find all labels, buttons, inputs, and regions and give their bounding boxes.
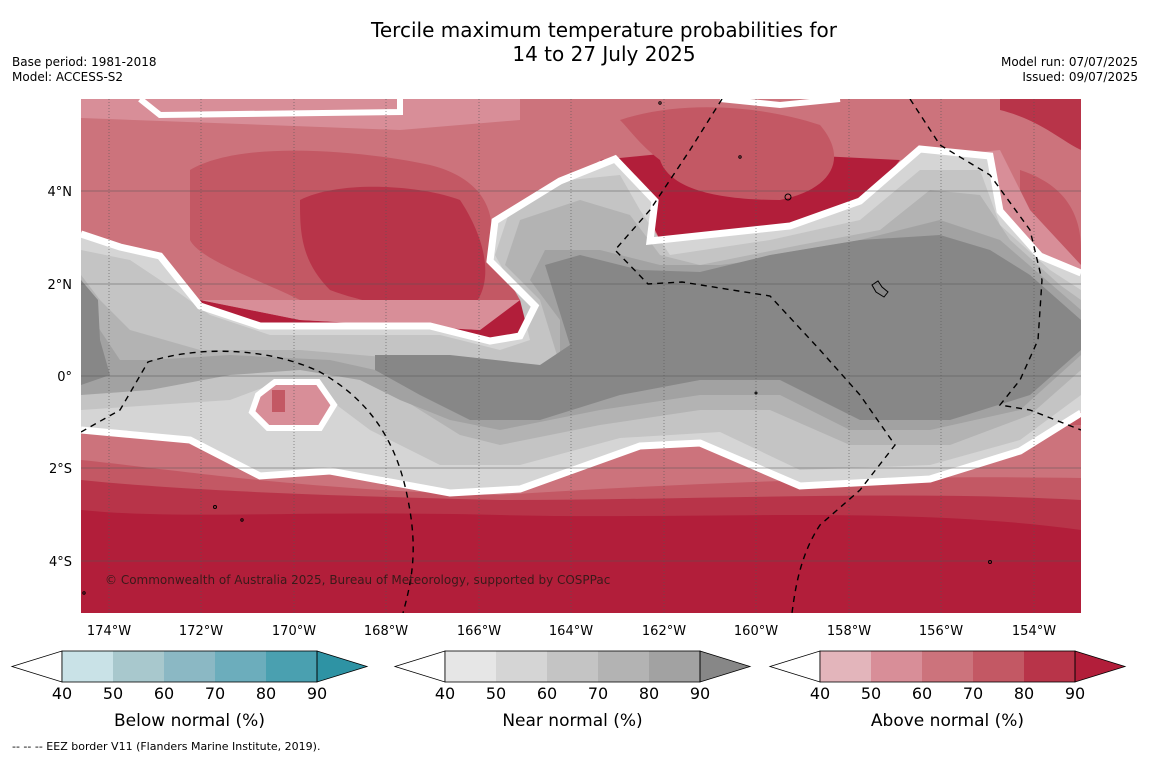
colorbar-title: Near normal (%) [502, 711, 642, 731]
colorbar-tick-label: 60 [912, 684, 932, 703]
lon-axis: 174°W 172°W 170°W 168°W 166°W 164°W 162°… [87, 624, 1056, 639]
lon-label: 168°W [364, 624, 408, 639]
lon-label: 158°W [827, 624, 871, 639]
lon-label: 170°W [272, 624, 316, 639]
near-normal-colorbar: 40 50 60 70 80 90 Near normal (%) [393, 650, 752, 731]
lon-label: 154°W [1012, 624, 1056, 639]
below-normal-colorbar: 40 50 60 70 80 90 Below normal (%) [10, 650, 369, 731]
colorbar-max-extend [1074, 650, 1127, 683]
colorbar-min-extend [393, 650, 446, 683]
colorbar-segment [496, 651, 547, 682]
lat-label: 2°S [49, 462, 72, 477]
map-title: Tercile maximum temperature probabilitie… [0, 18, 1150, 66]
lon-label: 162°W [642, 624, 686, 639]
colorbar-tick-label: 50 [486, 684, 506, 703]
lat-label: 4°S [49, 555, 72, 570]
eez-footnote: -- -- -- EEZ border V11 (Flanders Marine… [12, 740, 321, 753]
lon-label: 166°W [457, 624, 501, 639]
title-line-1: Tercile maximum temperature probabilitie… [371, 18, 837, 42]
colorbar-segment [649, 651, 700, 682]
colorbar-title: Below normal (%) [114, 711, 265, 731]
colorbar-segment [113, 651, 164, 682]
colorbar-tick-label: 40 [52, 684, 72, 703]
colorbar-tick-label: 60 [537, 684, 557, 703]
lon-label: 156°W [919, 624, 963, 639]
colorbar-segment [266, 651, 317, 682]
above-normal-colorbar: 40 50 60 70 80 90 Above normal (%) [768, 650, 1127, 731]
title-line-2: 14 to 27 July 2025 [512, 42, 696, 66]
colorbar-max-extend [316, 650, 369, 683]
colorbar-tick-label: 90 [307, 684, 327, 703]
probability-shading: © Commonwealth of Australia 2025, Bureau… [81, 99, 1081, 613]
eez-borders [81, 99, 1081, 613]
lon-label: 172°W [179, 624, 223, 639]
colorbar-segment [973, 651, 1024, 682]
colorbar-segment [871, 651, 922, 682]
colorbar-tick-label: 80 [256, 684, 276, 703]
colorbar-tick-label: 50 [103, 684, 123, 703]
lat-label: 4°N [48, 185, 73, 200]
colorbar-outline [61, 650, 318, 683]
copyright-text: © Commonwealth of Australia 2025, Bureau… [105, 573, 610, 587]
colorbars: 40 50 60 70 80 90 Below normal (%) 40 50 60 70 80 90… [10, 650, 1127, 731]
colorbar-tick-label: 70 [588, 684, 608, 703]
colorbar-segment [598, 651, 649, 682]
lon-label: 160°W [734, 624, 778, 639]
colorbar-tick-label: 90 [690, 684, 710, 703]
lat-axis: 4°N 2°N 0° 2°S 4°S [48, 185, 73, 570]
colorbar-tick-label: 80 [639, 684, 659, 703]
graticule [81, 99, 1081, 613]
colorbar-tick-label: 40 [810, 684, 830, 703]
colorbar-outline [819, 650, 1076, 683]
colorbar-tick-label: 40 [435, 684, 455, 703]
colorbar-segment [164, 651, 215, 682]
model-text: Model: ACCESS-S2 [12, 70, 124, 84]
colorbar-segment [922, 651, 973, 682]
issued-text: Issued: 09/07/2025 [1022, 70, 1138, 84]
base-period-text: Base period: 1981-2018 [12, 55, 157, 69]
colorbar-title: Above normal (%) [871, 711, 1024, 731]
model-run-text: Model run: 07/07/2025 [1000, 55, 1138, 69]
colorbar-tick-label: 60 [154, 684, 174, 703]
colorbar-tick-label: 70 [963, 684, 983, 703]
lat-label: 0° [57, 370, 72, 385]
colorbar-segment [215, 651, 266, 682]
colorbar-min-extend [10, 650, 63, 683]
colorbar-min-extend [768, 650, 821, 683]
model-info: Base period: 1981-2018 Model: ACCESS-S2 [12, 55, 157, 85]
colorbar-tick-label: 90 [1065, 684, 1085, 703]
islands [82, 101, 992, 595]
colorbar-segment [62, 651, 113, 682]
colorbar-segment [445, 651, 496, 682]
colorbar-outline [444, 650, 701, 683]
run-info: Model run: 07/07/2025 Issued: 09/07/2025 [1001, 55, 1138, 85]
lat-label: 2°N [48, 278, 73, 293]
colorbar-tick-label: 80 [1014, 684, 1034, 703]
colorbar-segment [547, 651, 598, 682]
colorbar-tick-label: 70 [205, 684, 225, 703]
colorbar-segment [1024, 651, 1075, 682]
lon-label: 174°W [87, 624, 131, 639]
colorbar-segment [820, 651, 871, 682]
colorbar-tick-label: 50 [861, 684, 881, 703]
lon-label: 164°W [549, 624, 593, 639]
colorbar-max-extend [699, 650, 752, 683]
